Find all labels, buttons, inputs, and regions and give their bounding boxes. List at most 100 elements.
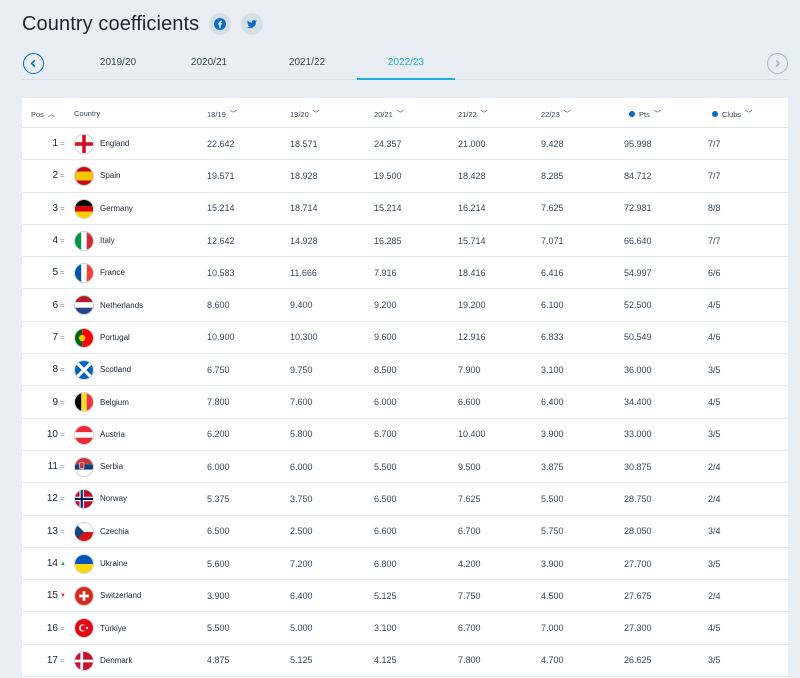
row-s2: 7.200 [290,558,313,569]
chevron-down-icon: ﹀ [480,111,488,118]
row-country[interactable]: Ukraine [100,559,128,568]
row-s4: 9.500 [458,461,481,472]
table-row[interactable]: 17 = Denmark 4.875 5.125 4.125 7.800 4.7… [22,645,788,678]
row-clubs: 4/6 [708,332,721,343]
trend-equal-icon: = [60,365,65,375]
row-s5: 3.100 [541,364,564,375]
row-pts: 54.997 [624,267,652,278]
facebook-icon[interactable] [209,13,232,35]
table-row[interactable]: 8 = Scotland 6.750 9.750 8.500 7.900 3.1… [22,354,788,387]
row-s1: 22.642 [207,138,235,149]
trend-equal-icon: = [60,300,65,310]
info-icon[interactable] [712,111,718,117]
table-row[interactable]: 5 = France 10.583 11.666 7.916 18.416 6.… [22,257,788,290]
row-s3: 16.285 [374,235,402,246]
row-country[interactable]: Germany [100,203,133,213]
prev-season-button[interactable] [23,53,44,74]
table-row[interactable]: 4 = Italy 12.642 14.928 16.285 15.714 7.… [22,225,788,258]
row-pts: 36.000 [624,364,652,375]
row-country[interactable]: Denmark [100,655,133,665]
row-clubs: 3/5 [708,429,721,440]
tab-season-2021-22[interactable]: 2021/22 [288,57,326,68]
row-clubs: 6/6 [708,267,721,278]
header-clubs: Clubs [722,109,742,119]
row-s2: 7.600 [290,397,313,408]
row-s3: 6.600 [374,526,397,537]
flag-ukraine-icon [74,553,94,574]
row-s3: 4.125 [374,655,397,666]
row-country[interactable]: Netherlands [100,300,144,310]
tab-season-2020-21[interactable]: 2020/21 [190,57,228,68]
row-clubs: 4/5 [708,623,721,634]
sort-pts[interactable]: Pts ﹀ [629,109,661,119]
flag-norway-icon [74,489,94,510]
row-country[interactable]: Czechia [100,526,129,536]
table-row[interactable]: 11 = Serbia 6.000 6.000 5.500 9.500 3.87… [22,451,788,484]
row-s3: 24.357 [374,138,402,149]
trend-equal-icon: = [60,397,65,407]
row-clubs: 7/7 [708,235,721,246]
chevron-down-icon: ﹀ [229,111,237,118]
table-row[interactable]: 10 = Austria 6.200 5.800 6.700 10.400 3.… [22,419,788,451]
table-row[interactable]: 14 ▲ Ukraine 5.600 7.200 6.800 4.200 3.9… [22,548,788,581]
table-row[interactable]: 7 = Portugal 10.900 10.300 9.600 12.916 … [22,322,788,355]
row-s3: 9.600 [374,332,397,343]
row-s3: 8.500 [374,364,397,375]
sort-s1[interactable]: 18/19 ﹀ [207,109,237,119]
row-country[interactable]: England [100,139,130,149]
table-row[interactable]: 2 = Spain 19.571 18.928 19.500 18.428 8.… [22,160,788,193]
sort-s2[interactable]: 19/20 ﹀ [290,109,320,119]
row-position: 2 [52,170,58,182]
tab-season-2022-23[interactable]: 2022/23 [357,50,455,80]
row-clubs: 2/4 [708,590,721,601]
row-country[interactable]: France [100,268,125,278]
row-country[interactable]: Italy [100,236,115,246]
sort-s5[interactable]: 22/23 ﹀ [541,109,571,119]
next-season-button[interactable] [767,53,788,74]
twitter-icon[interactable] [241,13,264,35]
table-row[interactable]: 6 = Netherlands 8.600 9.400 9.200 19.200… [22,289,788,322]
row-country[interactable]: Spain [100,171,121,181]
chevron-down-icon: ﹀ [653,111,661,118]
row-s1: 5.500 [207,623,230,634]
row-pts: 72.981 [624,203,652,214]
sort-s3[interactable]: 20/21 ﹀ [374,109,404,119]
flag-italy-icon [74,230,94,251]
header-s5: 22/23 [541,109,560,119]
flag-spain-icon [74,166,94,187]
header-pts: Pts [639,109,650,119]
table-row[interactable]: 3 = Germany 15.214 18.714 15.214 16.214 … [22,193,788,225]
row-country[interactable]: Norway [100,494,128,504]
row-country[interactable]: Türkiye [100,623,127,633]
table-row[interactable]: 13 = Czechia 6.500 2.500 6.600 6.700 5.7… [22,516,788,548]
row-s2: 6.000 [290,461,313,472]
row-country[interactable]: Belgium [100,397,129,407]
row-position: 14 [46,558,58,569]
table-row[interactable]: 9 = Belgium 7.800 7.600 6.000 6.600 6.40… [22,386,788,419]
row-pts: 28.050 [624,526,652,537]
tab-season-2019-20[interactable]: 2019/20 [99,57,137,68]
row-country[interactable]: Switzerland [100,591,142,601]
table-row[interactable]: 1 = England 22.642 18.571 24.357 21.000 … [22,128,788,161]
row-s5: 5.750 [541,526,564,537]
table-row[interactable]: 12 = Norway 5.375 3.750 6.500 7.625 5.50… [22,483,788,516]
trend-equal-icon: = [60,236,65,246]
table-row[interactable]: 16 = Türkiye 5.500 5.000 3.100 6.700 7.0… [22,612,788,645]
row-clubs: 3/5 [708,655,721,666]
row-s3: 15.214 [374,203,402,214]
row-s1: 7.800 [207,397,230,408]
row-s4: 21.000 [458,138,486,149]
sort-clubs[interactable]: Clubs ﹀ [712,109,752,119]
table-row[interactable]: 15 ▼ Switzerland 3.900 6.400 5.125 7.750… [22,580,788,613]
row-s2: 18.571 [290,138,318,149]
info-icon[interactable] [629,111,635,117]
row-country[interactable]: Austria [100,429,125,439]
sort-s4[interactable]: 21/22 ﹀ [458,109,488,119]
row-pts: 52.500 [624,300,652,311]
row-pts: 26.625 [624,655,652,666]
row-country[interactable]: Portugal [100,332,130,342]
row-country[interactable]: Serbia [100,462,124,472]
row-country[interactable]: Scotland [100,365,132,375]
row-s5: 3.900 [541,429,564,440]
sort-pos[interactable]: Pos ︿ [31,109,55,119]
